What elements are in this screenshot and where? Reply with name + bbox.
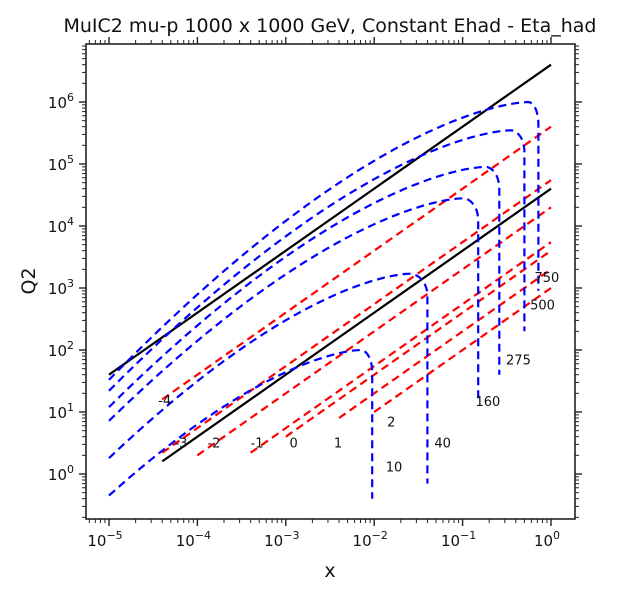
- eta-line-0: [285, 249, 552, 438]
- eta-line--1: [249, 241, 552, 454]
- ehad-curve-160: [108, 197, 480, 422]
- curve-label: 160: [476, 395, 501, 410]
- curve-label: 10: [386, 460, 403, 475]
- curve-label: 1: [334, 436, 342, 451]
- ticks: 10−5 10−4 10−3 10−2 10−1 10010010110210310410…: [48, 37, 582, 550]
- curve-label: -1: [251, 436, 264, 451]
- curve-label: -2: [207, 436, 220, 451]
- annotations: -4 -3 -2 -1 0 1 2 10 40 160 275 500 750: [158, 271, 559, 475]
- eta-line-1: [338, 268, 552, 419]
- ehad-curve-750: [108, 100, 540, 381]
- ehad-curve-275: [108, 165, 501, 408]
- x-tick-label: 10−5: [87, 529, 122, 550]
- ehad-curve-40: [108, 272, 429, 484]
- chart-title: MuIC2 mu-p 1000 x 1000 GeV, Constant Eha…: [64, 15, 597, 37]
- ehad-curve-10: [108, 348, 374, 499]
- eta-line--4: [161, 125, 552, 401]
- eta-line-2: [373, 287, 552, 413]
- x-tick-label: 10−1: [441, 529, 476, 550]
- y-tick-label: 101: [48, 401, 74, 422]
- curve-label: 500: [530, 299, 555, 314]
- y-tick-label: 106: [48, 91, 74, 112]
- curve-label: -3: [174, 436, 187, 451]
- eta-line--3: [161, 179, 552, 454]
- y-tick-label: 105: [48, 153, 74, 174]
- curve-label: 750: [534, 271, 559, 286]
- x-tick-label: 10−2: [353, 529, 388, 550]
- curve-label: -4: [158, 394, 171, 409]
- y-axis-label: Q2: [18, 267, 40, 294]
- axes-frame: [85, 43, 576, 520]
- x-axis-label: x: [324, 560, 335, 582]
- y-tick-label: 103: [48, 277, 74, 298]
- ehad-curve-500: [108, 129, 526, 392]
- x-tick-label: 10−4: [176, 529, 211, 550]
- eta-line--2: [196, 206, 552, 457]
- curve-label: 40: [434, 436, 451, 451]
- y-tick-label: 104: [48, 215, 74, 236]
- curve-label: 275: [506, 354, 531, 369]
- x-tick-label: 10−3: [264, 529, 299, 550]
- kinematic-limit-line-1: [108, 63, 552, 376]
- curve-label: 0: [289, 436, 297, 451]
- y-tick-label: 102: [48, 339, 74, 360]
- plot-lines: [108, 63, 552, 499]
- kinematic-limit-line-2: [161, 187, 552, 463]
- curve-label: 2: [387, 416, 395, 431]
- x-tick-label: 100: [534, 529, 560, 550]
- y-tick-label: 100: [48, 463, 74, 484]
